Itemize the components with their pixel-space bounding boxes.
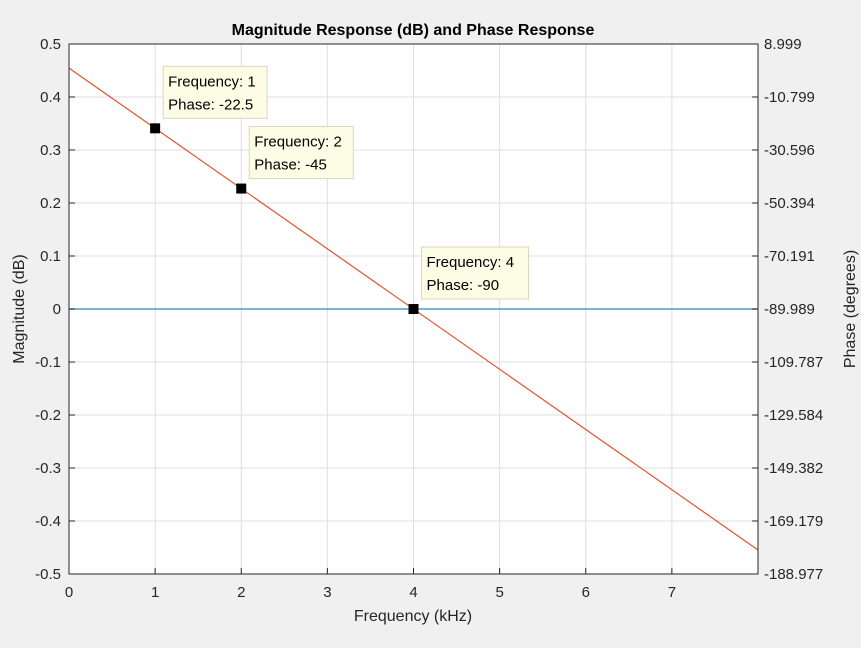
data-tip-frequency: Frequency: 4 — [427, 254, 515, 271]
data-tip-phase: Phase: -90 — [427, 277, 500, 294]
y-right-tick-label: -50.394 — [764, 195, 815, 212]
y-right-tick-label: -169.179 — [764, 513, 823, 530]
y-left-tick-label: 0.4 — [40, 89, 61, 106]
y-right-tick-label: -188.977 — [764, 566, 823, 583]
y-right-tick-label: -149.382 — [764, 460, 823, 477]
y-left-tick-label: 0 — [53, 301, 61, 318]
data-marker-point — [150, 123, 161, 134]
data-tip: Frequency: 1 Phase: -22.5 — [150, 65, 268, 134]
x-axis-ticks: 0 1 2 3 4 5 6 7 — [65, 568, 676, 601]
y-right-tick-label: -10.799 — [764, 89, 815, 106]
y-left-axis-ticks: 0.5 0.4 0.3 0.2 0.1 0 -0.1 -0.2 -0.3 -0.4 -0.5 — [35, 36, 75, 583]
y-left-tick-label: -0.2 — [35, 407, 61, 424]
y-right-tick-label: -70.191 — [764, 248, 815, 265]
data-tip-frequency: Frequency: 2 — [254, 134, 342, 151]
y-left-tick-label: -0.5 — [35, 566, 61, 583]
x-tick-label: 1 — [151, 584, 159, 601]
x-tick-label: 5 — [495, 584, 503, 601]
x-tick-label: 4 — [409, 584, 417, 601]
y-left-axis-label: Magnitude (dB) — [11, 254, 28, 363]
y-left-tick-label: 0.3 — [40, 142, 61, 159]
y-right-tick-label: -129.584 — [764, 407, 823, 424]
data-marker-point — [408, 304, 419, 315]
y-left-tick-label: 0.1 — [40, 248, 61, 265]
x-axis-label: Frequency (kHz) — [354, 608, 472, 625]
y-right-axis-ticks: 8.999 -10.799 -30.596 -50.394 -70.191 -89.989… — [752, 36, 823, 583]
y-left-tick-label: 0.5 — [40, 36, 61, 53]
data-marker-point — [236, 183, 247, 194]
x-tick-label: 2 — [237, 584, 245, 601]
y-left-tick-label: -0.4 — [35, 513, 61, 530]
y-right-tick-label: -109.787 — [764, 354, 823, 371]
x-tick-label: 0 — [65, 584, 73, 601]
data-tip: Frequency: 2 Phase: -45 — [236, 126, 354, 194]
data-tip-box — [162, 65, 268, 119]
data-markers: Frequency: 1 Phase: -22.5 Frequency: 2 Phas… — [150, 65, 529, 315]
data-tip-box — [248, 126, 354, 180]
chart-title: Magnitude Response (dB) and Phase Respon… — [232, 22, 595, 39]
y-left-tick-label: -0.1 — [35, 354, 61, 371]
x-tick-label: 6 — [582, 584, 590, 601]
y-right-axis-label: Phase (degrees) — [842, 250, 859, 368]
data-tip-frequency: Frequency: 1 — [168, 73, 256, 90]
data-tip-phase: Phase: -45 — [254, 157, 327, 174]
x-tick-label: 3 — [323, 584, 331, 601]
data-tip: Frequency: 4 Phase: -90 — [408, 246, 529, 315]
x-tick-label: 7 — [668, 584, 676, 601]
data-tip-box — [421, 246, 529, 300]
y-right-tick-label: -89.989 — [764, 301, 815, 318]
y-left-tick-label: 0.2 — [40, 195, 61, 212]
y-right-tick-label: -30.596 — [764, 142, 815, 159]
data-tip-phase: Phase: -22.5 — [168, 96, 253, 113]
y-left-tick-label: -0.3 — [35, 460, 61, 477]
y-right-tick-label: 8.999 — [764, 36, 802, 53]
